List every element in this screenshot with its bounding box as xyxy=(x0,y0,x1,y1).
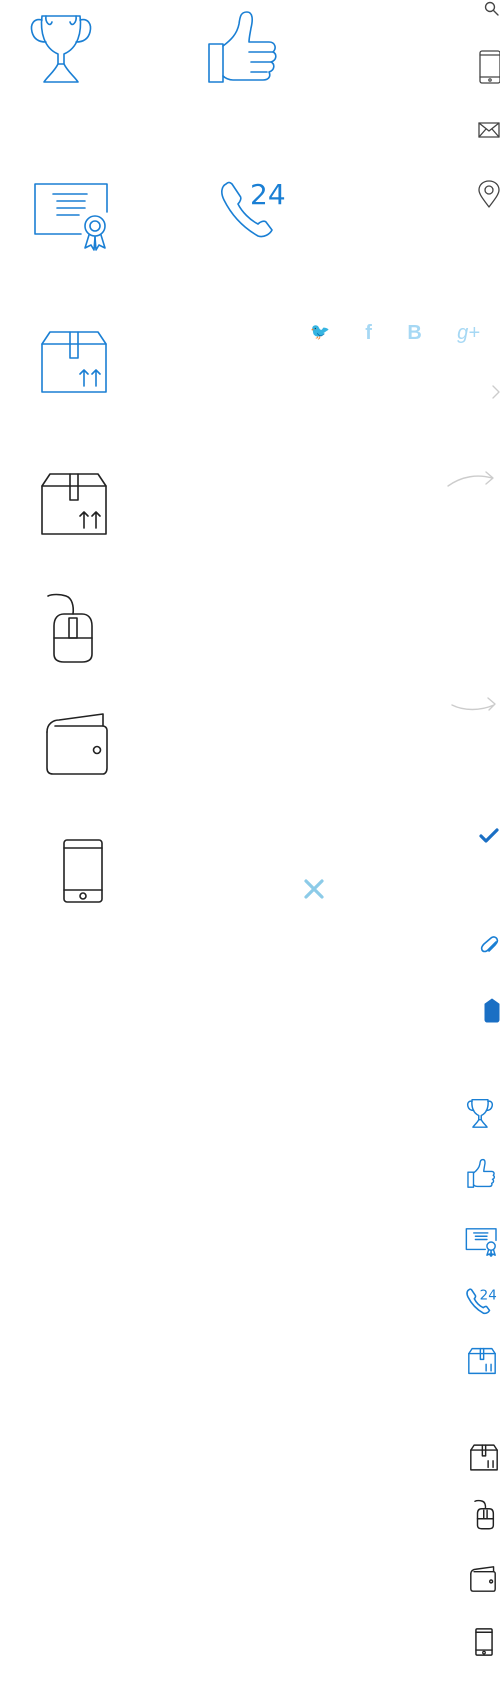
thumbs-up-icon xyxy=(466,1158,496,1188)
twitter-icon[interactable]: 🐦 xyxy=(310,324,330,341)
arrow-right-icon[interactable] xyxy=(450,695,498,715)
check-icon xyxy=(479,828,499,844)
phone-24-small-label: 24 xyxy=(480,1289,497,1304)
wallet-icon xyxy=(45,712,109,776)
trophy-icon xyxy=(28,12,94,84)
phone-24-label: 24 xyxy=(250,178,286,211)
tablet-icon xyxy=(62,838,104,904)
arrow-right-icon[interactable] xyxy=(446,470,496,490)
wallet-icon xyxy=(470,1566,496,1592)
mail-icon xyxy=(478,122,500,138)
mobile-icon xyxy=(479,50,500,84)
box-icon xyxy=(470,1444,498,1471)
paperclip-icon[interactable] xyxy=(480,936,500,956)
tablet-icon xyxy=(475,1628,493,1656)
box-icon xyxy=(468,1347,496,1375)
mouse-icon xyxy=(474,1499,495,1530)
phone-24-icon: 24 xyxy=(220,178,286,238)
box-icon xyxy=(40,330,108,394)
social-links: 🐦 f B g+ xyxy=(310,318,480,348)
close-icon[interactable] xyxy=(303,878,325,900)
mouse-icon xyxy=(47,593,96,664)
facebook-icon[interactable]: f xyxy=(365,322,372,344)
box-icon xyxy=(40,472,108,536)
phone-24-icon: 24 xyxy=(466,1288,497,1315)
search-icon[interactable] xyxy=(484,1,499,16)
thumbs-up-icon xyxy=(205,8,279,84)
trophy-icon xyxy=(466,1098,494,1128)
certificate-icon xyxy=(33,182,113,251)
location-pin-icon xyxy=(477,180,500,208)
google-plus-icon[interactable]: g+ xyxy=(457,322,480,344)
certificate-icon xyxy=(465,1228,499,1257)
vk-icon[interactable]: B xyxy=(407,322,422,344)
tag-icon xyxy=(484,998,500,1023)
chevron-right-icon[interactable] xyxy=(492,385,500,399)
